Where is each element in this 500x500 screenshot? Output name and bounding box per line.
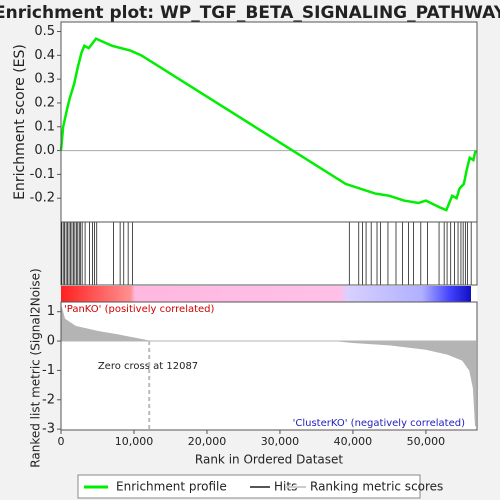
- panel-frame: [60, 221, 478, 286]
- x-tick-label: 20,000: [188, 435, 227, 448]
- y-tick-label: -2: [42, 392, 55, 407]
- annotation: Zero cross at 12087: [98, 361, 198, 372]
- x-tick-label: 50,000: [407, 435, 446, 448]
- chart-title: Enrichment plot: WP_TGF_BETA_SIGNALING_P…: [0, 3, 500, 23]
- y-tick-label: 0: [47, 334, 55, 349]
- x-axis-label: Rank in Ordered Dataset: [195, 453, 343, 467]
- y-axis-label: Ranked list metric (Signal2Noise): [29, 268, 43, 467]
- legend-label: Enrichment profile: [116, 480, 227, 494]
- y-tick-label: 0.1: [34, 119, 55, 134]
- y-tick-label: -1: [42, 363, 55, 378]
- x-tick-label: 0: [58, 435, 65, 448]
- metric-area: [60, 305, 477, 427]
- legend: [77, 474, 421, 499]
- y-tick-label: -3: [42, 422, 55, 437]
- panel-frame: [60, 301, 478, 431]
- y-tick-label: 1: [47, 304, 55, 319]
- y-tick-label: 0.5: [34, 24, 55, 39]
- y-axis-label: Enrichment score (ES): [12, 44, 28, 200]
- legend-label: Ranking metric scores: [310, 480, 443, 494]
- enrichment-line: [59, 37, 477, 212]
- annotation: 'ClusterKO' (negatively correlated): [293, 418, 465, 429]
- x-tick-label: 40,000: [334, 435, 373, 448]
- x-tick-label: 10,000: [115, 435, 154, 448]
- y-tick-label: 0.2: [34, 95, 55, 110]
- y-tick-label: 0.0: [34, 143, 55, 158]
- y-tick-label: -0.2: [30, 191, 55, 206]
- x-tick-label: 30,000: [261, 435, 300, 448]
- plot-background: [61, 22, 477, 430]
- color-bar: [61, 286, 471, 302]
- y-tick-label: -0.1: [30, 167, 55, 182]
- y-tick-label: 0.3: [34, 72, 55, 87]
- y-tick-label: 0.4: [34, 48, 55, 63]
- legend-label: Hits: [274, 480, 297, 494]
- annotation: 'PanKO' (positively correlated): [64, 304, 215, 315]
